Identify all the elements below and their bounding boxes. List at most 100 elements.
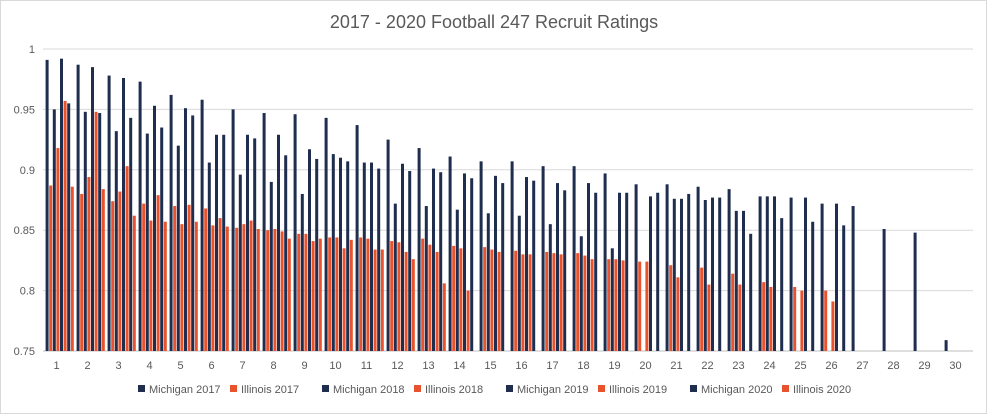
bar — [145, 133, 149, 351]
bar — [76, 64, 80, 352]
x-tick-label: 13 — [422, 360, 434, 372]
legend: Michigan 2017 Illinois 2017 Michigan 2018 I… — [138, 384, 851, 396]
x-tick-label: 5 — [177, 360, 183, 372]
bar — [132, 215, 136, 351]
x-tick-label: 29 — [918, 360, 930, 372]
bar — [696, 186, 700, 351]
bar — [882, 228, 886, 351]
bar — [393, 203, 397, 351]
bar — [191, 115, 195, 351]
bar — [380, 249, 384, 351]
bar — [63, 100, 67, 351]
bar — [184, 108, 187, 351]
bar — [304, 233, 308, 351]
bar — [552, 253, 556, 351]
bar — [811, 221, 815, 351]
bar — [284, 155, 288, 351]
bar — [297, 233, 301, 351]
bar — [122, 77, 125, 351]
bars — [45, 58, 948, 352]
bar — [793, 286, 797, 351]
bar — [253, 138, 257, 351]
bar — [176, 145, 180, 351]
bar — [439, 172, 443, 351]
gridlines — [43, 48, 973, 352]
bar — [94, 111, 98, 351]
bar — [563, 190, 567, 351]
bar — [707, 284, 711, 351]
x-tick-label: 22 — [701, 360, 713, 372]
x-tick-label: 26 — [825, 360, 837, 372]
bar — [459, 248, 463, 351]
bar — [758, 196, 762, 351]
bar — [645, 261, 649, 351]
bar — [273, 228, 277, 351]
bar — [256, 228, 260, 351]
bar — [587, 183, 590, 351]
bar — [98, 113, 102, 351]
bar — [111, 201, 115, 351]
bar — [56, 148, 60, 351]
bar — [277, 134, 280, 351]
bar — [618, 192, 621, 351]
bar — [835, 203, 838, 351]
bar — [349, 239, 353, 351]
bar — [269, 181, 273, 351]
x-tick-label: 28 — [887, 360, 899, 372]
bar — [452, 245, 456, 351]
bar — [163, 221, 167, 351]
x-tick-label: 25 — [794, 360, 806, 372]
bar — [211, 225, 215, 351]
bar — [187, 204, 191, 351]
bar — [225, 226, 229, 351]
x-tick-label: 8 — [270, 360, 276, 372]
bar — [442, 283, 446, 351]
bar — [70, 186, 74, 351]
x-tick-label: 20 — [639, 360, 651, 372]
legend-label: Illinois 2020 — [793, 384, 851, 396]
bar — [824, 290, 828, 351]
legend-label: Illinois 2019 — [609, 384, 667, 396]
bar — [107, 75, 111, 352]
bar — [800, 290, 804, 351]
x-tick-label: 30 — [949, 360, 961, 372]
bar — [118, 191, 122, 351]
bar — [129, 117, 133, 351]
bar — [373, 249, 377, 351]
bar — [466, 290, 470, 351]
bar — [727, 189, 731, 351]
bar — [91, 67, 94, 352]
bar — [331, 154, 335, 351]
bar — [180, 224, 184, 351]
bar — [765, 196, 769, 351]
y-tick-label: 0.85 — [14, 225, 35, 237]
bar — [455, 209, 459, 351]
bar — [545, 251, 549, 351]
bar — [731, 273, 735, 351]
x-tick-label: 21 — [670, 360, 682, 372]
bar — [421, 238, 425, 351]
bar — [49, 185, 53, 351]
bar — [308, 149, 311, 351]
bar — [687, 193, 691, 351]
bar — [676, 277, 680, 351]
bar — [638, 261, 642, 351]
bar — [67, 103, 71, 351]
bar — [762, 282, 766, 351]
bar — [200, 99, 204, 352]
legend-swatch — [690, 385, 697, 392]
x-tick-label: 27 — [856, 360, 868, 372]
x-tick-label: 24 — [763, 360, 775, 372]
bar — [125, 166, 129, 351]
bar — [665, 184, 669, 351]
bar — [448, 156, 452, 351]
legend-label: Michigan 2020 — [701, 384, 773, 396]
x-tick-label: 2 — [84, 360, 90, 372]
bar — [428, 244, 432, 351]
bar — [842, 225, 846, 351]
legend-label: Illinois 2018 — [425, 384, 483, 396]
bar — [548, 224, 552, 351]
bar — [377, 168, 381, 351]
legend-label: Michigan 2018 — [333, 384, 405, 396]
bar — [342, 248, 346, 351]
